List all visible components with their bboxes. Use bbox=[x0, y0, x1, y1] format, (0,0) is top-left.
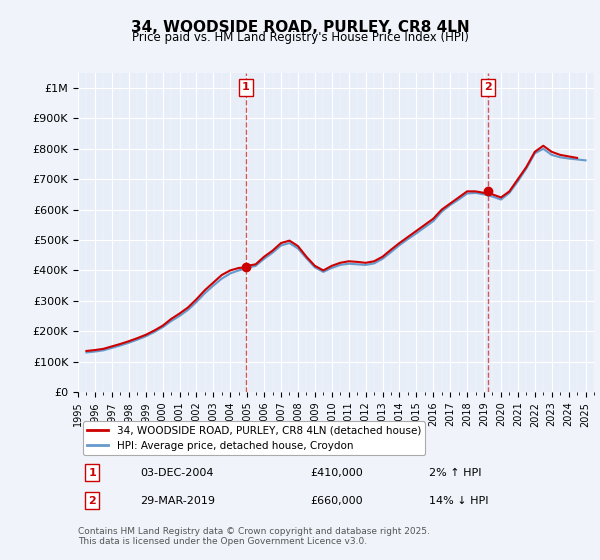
Text: 1: 1 bbox=[88, 468, 96, 478]
Text: 2: 2 bbox=[484, 82, 492, 92]
Text: 29-MAR-2019: 29-MAR-2019 bbox=[140, 496, 215, 506]
Text: 14% ↓ HPI: 14% ↓ HPI bbox=[429, 496, 488, 506]
Text: £660,000: £660,000 bbox=[310, 496, 363, 506]
Text: 2: 2 bbox=[88, 496, 96, 506]
Text: £410,000: £410,000 bbox=[310, 468, 363, 478]
Text: 1: 1 bbox=[242, 82, 250, 92]
Text: 03-DEC-2004: 03-DEC-2004 bbox=[140, 468, 214, 478]
Text: Price paid vs. HM Land Registry's House Price Index (HPI): Price paid vs. HM Land Registry's House … bbox=[131, 31, 469, 44]
Text: Contains HM Land Registry data © Crown copyright and database right 2025.
This d: Contains HM Land Registry data © Crown c… bbox=[78, 526, 430, 546]
Text: 34, WOODSIDE ROAD, PURLEY, CR8 4LN: 34, WOODSIDE ROAD, PURLEY, CR8 4LN bbox=[131, 20, 469, 35]
Text: 2% ↑ HPI: 2% ↑ HPI bbox=[429, 468, 481, 478]
Legend: 34, WOODSIDE ROAD, PURLEY, CR8 4LN (detached house), HPI: Average price, detache: 34, WOODSIDE ROAD, PURLEY, CR8 4LN (deta… bbox=[83, 422, 425, 455]
